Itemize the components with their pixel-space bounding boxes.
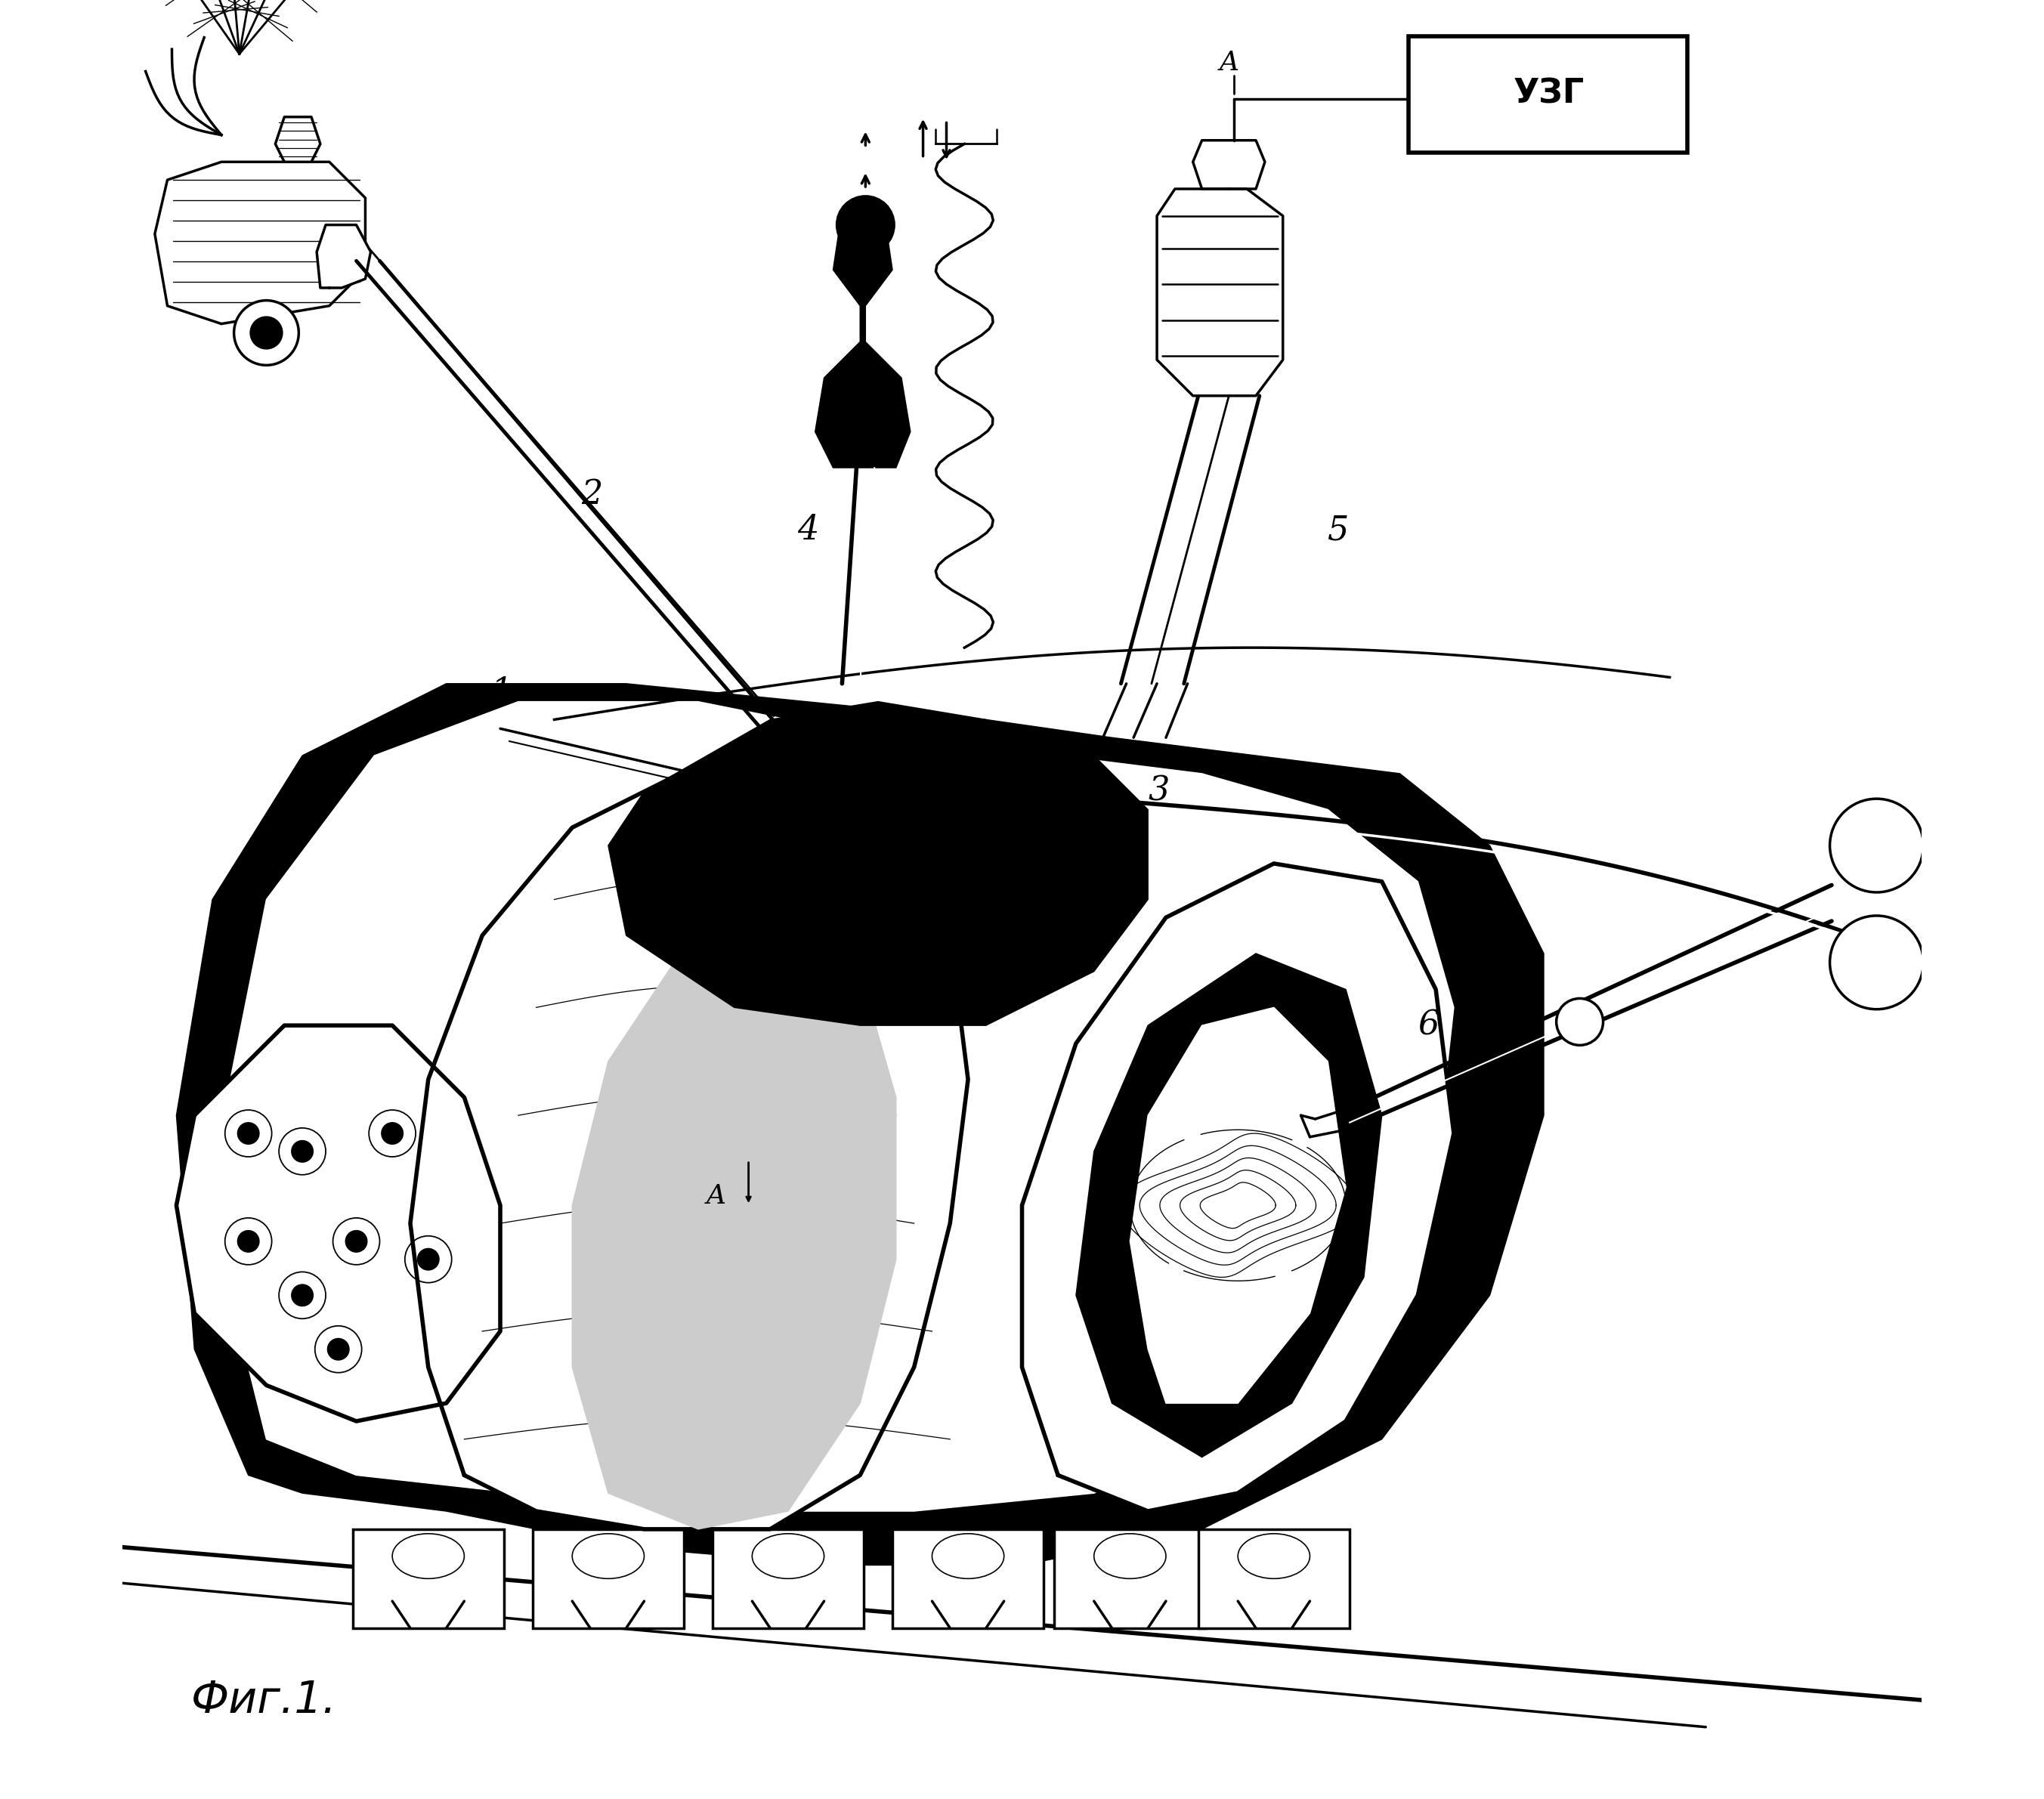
Circle shape [249, 317, 282, 349]
Polygon shape [276, 117, 321, 162]
Text: 6: 6 [1419, 1009, 1439, 1042]
Circle shape [1829, 799, 1923, 892]
Polygon shape [155, 162, 366, 324]
Circle shape [327, 1338, 350, 1360]
Bar [893, 1529, 1044, 1628]
Text: 1: 1 [1014, 734, 1034, 766]
Circle shape [345, 1231, 368, 1252]
Text: 2: 2 [580, 479, 603, 511]
Text: Фиг.1.: Фиг.1. [190, 1678, 337, 1722]
Polygon shape [411, 774, 969, 1529]
Bar [354, 1529, 503, 1628]
Text: УЗГ: УЗГ [1515, 77, 1584, 110]
Polygon shape [231, 702, 1453, 1511]
Polygon shape [1075, 953, 1382, 1457]
Text: 1: 1 [785, 730, 805, 763]
Circle shape [237, 1123, 260, 1144]
Polygon shape [1022, 864, 1453, 1511]
Bar [713, 1529, 865, 1628]
Circle shape [237, 1231, 260, 1252]
Text: 5: 5 [1329, 515, 1349, 547]
Text: A: A [707, 1184, 726, 1209]
Bar [533, 1529, 685, 1628]
Bar [1055, 1529, 1206, 1628]
Polygon shape [1130, 1007, 1345, 1403]
Circle shape [292, 1284, 313, 1306]
Polygon shape [317, 225, 370, 288]
Text: 4: 4 [797, 515, 818, 547]
Polygon shape [1157, 189, 1284, 396]
Circle shape [417, 1249, 439, 1270]
Text: 1: 1 [491, 676, 513, 709]
Text: 3: 3 [1149, 775, 1169, 808]
Polygon shape [176, 684, 1543, 1565]
Circle shape [1555, 998, 1602, 1045]
Polygon shape [572, 917, 895, 1529]
Bar [1198, 1529, 1349, 1628]
Circle shape [292, 1141, 313, 1162]
Polygon shape [176, 1025, 501, 1421]
Circle shape [1829, 916, 1923, 1009]
Circle shape [233, 300, 298, 365]
Circle shape [836, 196, 895, 254]
FancyBboxPatch shape [1408, 36, 1688, 153]
Polygon shape [1194, 140, 1265, 189]
Polygon shape [816, 234, 910, 468]
Circle shape [382, 1123, 403, 1144]
Polygon shape [609, 702, 1149, 1025]
Text: A: A [1218, 50, 1239, 76]
